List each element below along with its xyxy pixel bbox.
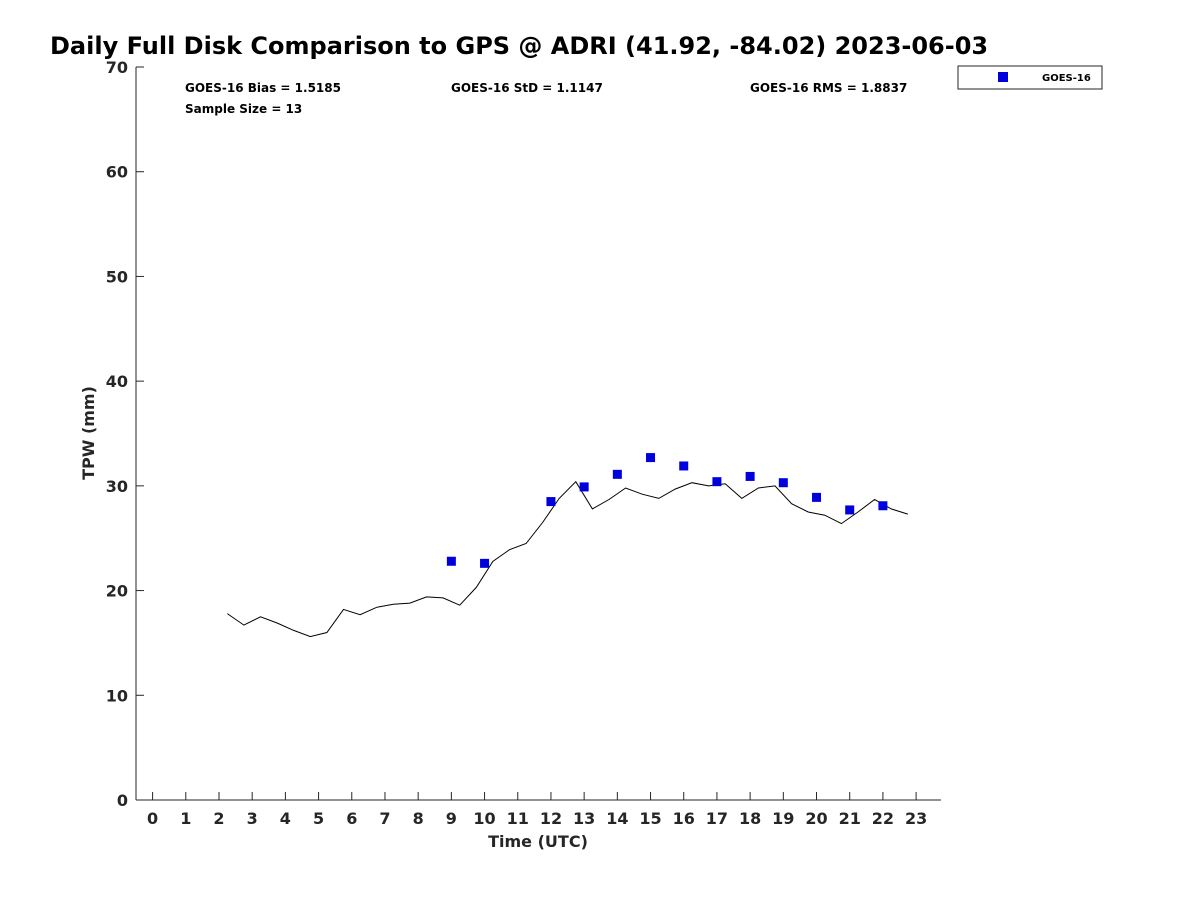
goes16-point — [612, 469, 622, 479]
y-tick-label: 20 — [106, 582, 128, 601]
bias-stat: GOES-16 Bias = 1.5185 — [185, 81, 341, 95]
x-tick-label: 19 — [772, 809, 794, 828]
x-tick-label: 4 — [280, 809, 291, 828]
y-tick-label: 10 — [106, 686, 128, 705]
goes16-point — [845, 505, 855, 515]
x-tick-label: 1 — [180, 809, 191, 828]
std-stat: GOES-16 StD = 1.1147 — [451, 81, 603, 95]
x-tick-label: 10 — [473, 809, 495, 828]
x-tick-label: 9 — [446, 809, 457, 828]
x-tick-label: 5 — [313, 809, 324, 828]
x-tick-label: 22 — [872, 809, 894, 828]
chart-title: Daily Full Disk Comparison to GPS @ ADRI… — [50, 32, 988, 60]
legend-box — [957, 65, 1103, 90]
x-tick-label: 6 — [346, 809, 357, 828]
x-tick-label: 8 — [413, 809, 424, 828]
x-tick-label: 13 — [573, 809, 595, 828]
goes16-point — [480, 558, 490, 568]
legend-label: GOES-16 — [1042, 73, 1091, 84]
y-tick-label: 50 — [106, 267, 128, 286]
x-tick-label: 3 — [247, 809, 258, 828]
x-tick-label: 15 — [639, 809, 661, 828]
x-ticks: 0 1 2 3 4 5 6 7 8 9 10 11 12 13 14 15 16 17 18 19 20 21 22 23 — [147, 792, 927, 828]
x-tick-label: 12 — [540, 809, 562, 828]
goes16-point — [679, 461, 689, 471]
gps-line — [227, 480, 908, 638]
x-tick-label: 17 — [706, 809, 728, 828]
axes — [135, 67, 941, 801]
goes16-point — [546, 497, 556, 507]
y-axis-label: TPW (mm) — [79, 386, 98, 480]
x-tick-label: 11 — [507, 809, 529, 828]
y-tick-label: 40 — [106, 372, 128, 391]
x-tick-label: 2 — [213, 809, 224, 828]
goes16-point — [812, 492, 822, 502]
x-tick-label: 23 — [905, 809, 927, 828]
x-tick-label: 14 — [606, 809, 628, 828]
x-tick-label: 7 — [379, 809, 390, 828]
y-tick-label: 30 — [106, 477, 128, 496]
goes16-point — [712, 477, 722, 487]
y-tick-label: 70 — [106, 58, 128, 77]
x-tick-label: 16 — [673, 809, 695, 828]
x-tick-label: 21 — [839, 809, 861, 828]
legend-marker — [998, 72, 1008, 82]
x-tick-label: 20 — [805, 809, 827, 828]
legend: GOES-16 — [957, 65, 1103, 90]
plot-area — [227, 453, 908, 638]
rms-stat: GOES-16 RMS = 1.8837 — [750, 81, 907, 95]
x-tick-label: 18 — [739, 809, 761, 828]
x-axis-label: Time (UTC) — [488, 832, 588, 851]
sample-size-stat: Sample Size = 13 — [185, 102, 302, 116]
goes16-point — [778, 478, 788, 488]
x-tick-label: 0 — [147, 809, 158, 828]
y-ticks: 0 10 20 30 40 50 60 70 — [106, 58, 144, 810]
goes16-point — [579, 482, 589, 492]
goes16-point — [878, 501, 888, 511]
goes16-point — [446, 556, 456, 566]
goes16-point — [646, 453, 656, 463]
goes16-point — [745, 471, 755, 481]
y-tick-label: 60 — [106, 163, 128, 182]
y-tick-label: 0 — [117, 791, 128, 810]
